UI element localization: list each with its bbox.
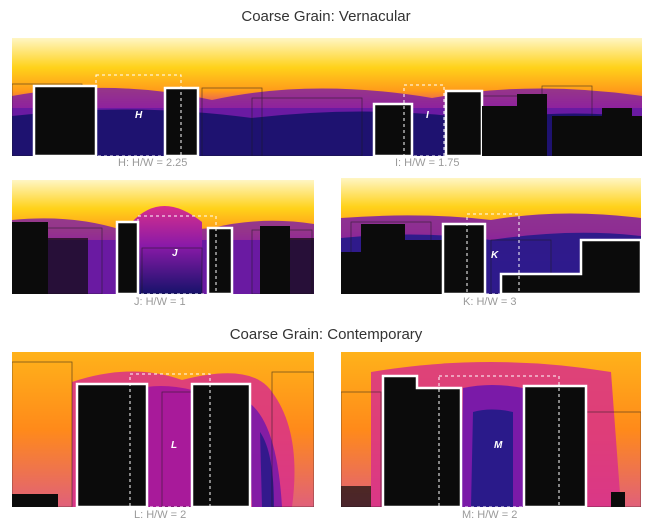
caption-i: I: H/W = 1.75	[395, 157, 460, 169]
panel-h-label: H	[135, 110, 143, 121]
panel-k: K	[341, 178, 641, 294]
caption-l: L: H/W = 2	[134, 509, 187, 521]
panel-l: L	[12, 352, 314, 507]
panel-m-label: M	[494, 440, 503, 451]
section-title-contemporary: Coarse Grain: Contemporary	[229, 326, 423, 343]
panel-j-label: J	[172, 248, 178, 259]
caption-m: M: H/W = 2	[462, 509, 518, 521]
caption-k: K: H/W = 3	[463, 296, 517, 308]
panel-i-label: I	[426, 110, 429, 121]
panel-j: J	[12, 180, 314, 294]
section-title-vernacular: Coarse Grain: Vernacular	[241, 8, 411, 25]
panel-k-label: K	[491, 250, 499, 261]
caption-j: J: H/W = 1	[134, 296, 186, 308]
panel-m: M	[341, 352, 641, 507]
panel-h-i: H I	[12, 38, 642, 156]
panel-l-label: L	[171, 440, 178, 451]
caption-h: H: H/W = 2.25	[118, 157, 188, 169]
